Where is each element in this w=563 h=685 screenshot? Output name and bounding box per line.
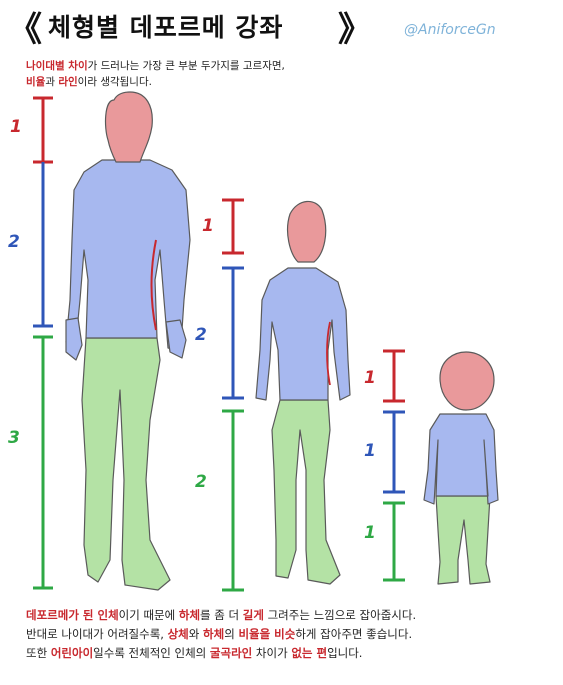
teen-head-segment [222, 198, 244, 255]
adult-figure [65, 91, 191, 591]
intro-text: 나이대별 차이가 드러나는 가장 큰 부분 두가지를 고르자면, 비율과 라인이… [26, 58, 285, 90]
footer-l2-s2: 와 [188, 627, 204, 641]
adult-head-segment [33, 96, 53, 164]
adult-torso-ratio: 2 [8, 232, 20, 252]
teen-torso-ratio: 2 [195, 325, 207, 345]
footer-l2-s4: 의 [224, 627, 239, 641]
footer-line-1: 데포르메가 된 인체이기 때문에 하체를 좀 더 길게 그려주는 느낌으로 잡아… [26, 606, 416, 625]
child-torso-segment [383, 410, 405, 494]
adult-legs-ratio: 3 [8, 428, 20, 448]
footer-l3-s5: 없는 편 [291, 646, 328, 660]
footer-l3-s2: 일수록 전체적인 인체의 [93, 646, 210, 660]
adult-scale-bar [33, 96, 53, 590]
child-torso-ratio: 1 [364, 441, 376, 461]
child-figure [423, 351, 499, 585]
adult-right-hand [165, 319, 187, 359]
title-close-bracket: 》 [338, 10, 372, 50]
child-head [439, 351, 495, 411]
teen-side-line [326, 321, 331, 386]
adult-head [104, 91, 153, 163]
title-open-bracket: 《 [8, 10, 42, 50]
child-head-ratio: 1 [364, 368, 376, 388]
intro-l2-s0: 비율 [26, 76, 46, 88]
intro-l1-s0: 나이대별 차이 [26, 60, 88, 72]
child-legs-segment [383, 501, 405, 582]
footer-l3-s6: 입니다. [327, 646, 363, 660]
teen-head-ratio: 1 [202, 216, 214, 236]
adult-torso-segment [33, 162, 53, 328]
footer-l3-s3: 굴곡라인 [209, 646, 253, 660]
footer-l1-s4: 길게 [242, 608, 264, 622]
footer-l2-s0: 반대로 나이대가 어려질수록, [26, 627, 168, 641]
author-handle: @AniforceGn [404, 22, 496, 38]
footer-l1-s5: 그려주는 느낌으로 잡아줍시다. [263, 608, 417, 622]
footer-l1-s3: 를 좀 더 [200, 608, 243, 622]
child-scale-bar [383, 349, 405, 582]
teen-head [286, 200, 327, 263]
intro-l2-s2: 라인 [58, 76, 78, 88]
footer-text: 데포르메가 된 인체이기 때문에 하체를 좀 더 길게 그려주는 느낌으로 잡아… [26, 606, 416, 663]
adult-torso [65, 159, 191, 351]
adult-legs [81, 337, 171, 591]
teen-torso-segment [222, 266, 244, 400]
footer-l2-s1: 상체 [167, 627, 189, 641]
adult-head-ratio: 1 [10, 117, 22, 137]
adult-legs-segment [33, 335, 53, 590]
footer-l1-s2: 하체 [178, 608, 201, 622]
footer-l2-s5: 비율을 비슷 [238, 627, 296, 641]
child-head-segment [383, 349, 405, 403]
footer-l1-s0: 데포르메가 된 인체 [26, 608, 119, 622]
footer-l3-s4: 차이가 [252, 646, 292, 660]
footer-l2-s3: 하체 [203, 627, 225, 641]
footer-line-2: 반대로 나이대가 어려질수록, 상체와 하체의 비율을 비슷하게 잡아주면 좋습… [26, 625, 416, 644]
footer-l3-s0: 또한 [26, 646, 51, 660]
title-text: 체형별 데포르메 강좌 [48, 13, 284, 42]
teen-torso [255, 267, 351, 401]
footer-l3-s1: 어린아이 [50, 646, 94, 660]
intro-l1-s1: 가 드러나는 가장 큰 부분 두가지를 고르자면, [87, 60, 285, 72]
teen-figure [255, 200, 351, 585]
child-legs [435, 495, 491, 585]
child-legs-ratio: 1 [364, 523, 376, 543]
teen-legs [271, 399, 341, 585]
intro-l2-s3: 이라 생각됩니다. [77, 76, 152, 88]
adult-side-line [150, 239, 157, 331]
intro-l2-s1: 과 [45, 76, 59, 88]
intro-line-2: 비율과 라인이라 생각됩니다. [26, 74, 285, 90]
teen-scale-bar [222, 198, 244, 592]
footer-l1-s1: 이기 때문에 [118, 608, 179, 622]
teen-legs-segment [222, 409, 244, 592]
footer-l2-s6: 하게 잡아주면 좋습니다. [295, 627, 413, 641]
child-torso [423, 413, 499, 505]
intro-line-1: 나이대별 차이가 드러나는 가장 큰 부분 두가지를 고르자면, [26, 58, 285, 74]
adult-left-hand [65, 317, 83, 361]
page-title: 《 체형별 데포르메 강좌 》 [8, 2, 388, 50]
footer-line-3: 또한 어린아이일수록 전체적인 인체의 굴곡라인 차이가 없는 편입니다. [26, 644, 416, 663]
teen-legs-ratio: 2 [195, 472, 207, 492]
